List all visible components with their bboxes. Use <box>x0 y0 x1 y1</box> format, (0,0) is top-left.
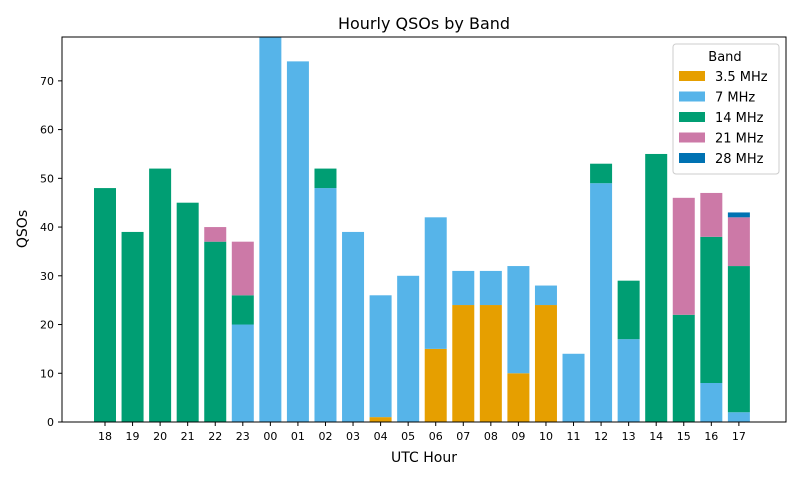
x-tick-label: 17 <box>732 430 746 443</box>
legend-swatch <box>679 71 705 81</box>
bar-23-series-3 <box>231 241 254 296</box>
bar-21-series-2 <box>176 202 199 422</box>
bar-23-series-1 <box>231 324 254 422</box>
bar-06-series-1 <box>424 217 447 349</box>
bar-10-series-1 <box>534 285 557 306</box>
x-axis: 18 19 20 21 22 23 00 01 02 03 04 05 06 07 08 09 10 11 12 13… <box>98 422 746 443</box>
bar-12-series-1 <box>590 183 613 422</box>
bar-13-series-2 <box>617 280 640 340</box>
x-tick-label: 12 <box>594 430 608 443</box>
y-tick-label: 10 <box>40 367 54 380</box>
x-tick-label: 15 <box>677 430 691 443</box>
x-tick-label: 01 <box>291 430 305 443</box>
x-tick-label: 13 <box>622 430 636 443</box>
bar-16-series-2 <box>700 236 723 384</box>
y-tick-label: 0 <box>47 416 54 429</box>
bars-layer <box>94 37 750 422</box>
legend-swatch <box>679 91 705 102</box>
bar-13-series-1 <box>617 339 640 422</box>
legend-label: 14 MHz <box>715 111 764 126</box>
x-axis-label: UTC Hour <box>391 450 457 466</box>
bar-16-series-3 <box>700 192 723 237</box>
bar-10-series-0 <box>534 305 557 422</box>
x-tick-label: 06 <box>429 430 443 443</box>
x-tick-label: 02 <box>318 430 332 443</box>
x-tick-label: 03 <box>346 430 360 443</box>
bar-04-series-1 <box>369 295 392 418</box>
x-tick-label: 11 <box>567 430 581 443</box>
legend-swatch <box>679 132 705 143</box>
bar-22-series-2 <box>204 241 227 422</box>
bar-02-series-2 <box>314 168 337 189</box>
y-axis: 0 10 20 30 40 50 60 70 <box>40 75 62 429</box>
x-tick-label: 22 <box>208 430 222 443</box>
legend-label: 21 MHz <box>715 132 764 147</box>
legend-label: 3.5 MHz <box>715 70 768 85</box>
x-tick-label: 04 <box>374 430 388 443</box>
legend-title: Band <box>708 50 741 65</box>
bar-04-series-0 <box>369 417 392 422</box>
legend-swatch <box>679 153 705 163</box>
bar-20-series-2 <box>149 168 172 422</box>
bar-12-series-2 <box>590 163 613 184</box>
bar-09-series-1 <box>507 266 530 374</box>
y-tick-label: 60 <box>40 124 54 137</box>
bar-23-series-2 <box>231 295 254 325</box>
x-tick-label: 07 <box>456 430 470 443</box>
bar-01-series-1 <box>286 61 309 422</box>
y-tick-label: 50 <box>40 172 54 185</box>
bar-08-series-1 <box>479 270 502 306</box>
bar-22-series-3 <box>204 227 227 242</box>
bar-14-series-2 <box>645 153 668 422</box>
legend-label: 7 MHz <box>715 91 755 106</box>
bar-03-series-1 <box>342 231 365 422</box>
bar-00-series-1 <box>259 37 282 422</box>
x-tick-label: 09 <box>511 430 525 443</box>
bar-08-series-0 <box>479 305 502 422</box>
x-tick-label: 14 <box>649 430 663 443</box>
plot-frame <box>61 36 787 423</box>
x-tick-label: 00 <box>263 430 277 443</box>
x-tick-label: 16 <box>704 430 718 443</box>
bar-18-series-2 <box>94 188 116 422</box>
x-tick-label: 21 <box>181 430 195 443</box>
x-tick-label: 08 <box>484 430 498 443</box>
x-tick-label: 19 <box>126 430 140 443</box>
y-tick-label: 70 <box>40 75 54 88</box>
bar-17-series-3 <box>727 217 750 267</box>
bar-17-series-4 <box>727 212 750 218</box>
legend-swatch <box>679 112 705 122</box>
legend-label: 28 MHz <box>715 152 764 167</box>
bar-16-series-1 <box>700 383 723 422</box>
legend: Band 3.5 MHz 7 MHz 14 MHz 21 MHz 28 MHz <box>672 43 780 175</box>
bar-07-series-1 <box>452 270 475 306</box>
y-tick-label: 30 <box>40 270 54 283</box>
bar-09-series-0 <box>507 373 530 422</box>
chart-title: Hourly QSOs by Band <box>338 14 510 33</box>
y-tick-label: 20 <box>40 319 54 332</box>
y-tick-label: 40 <box>40 221 54 234</box>
bar-02-series-1 <box>314 188 337 422</box>
bar-15-series-2 <box>672 314 695 422</box>
x-tick-label: 10 <box>539 430 553 443</box>
y-axis-label: QSOs <box>15 210 31 248</box>
legend-items: 3.5 MHz 7 MHz 14 MHz 21 MHz 28 MHz <box>679 70 768 167</box>
bar-11-series-1 <box>562 353 585 422</box>
bar-07-series-0 <box>452 305 475 422</box>
x-tick-label: 18 <box>98 430 112 443</box>
x-tick-label: 23 <box>236 430 250 443</box>
bar-15-series-3 <box>672 197 695 315</box>
bar-17-series-2 <box>727 266 750 413</box>
bar-06-series-0 <box>424 348 447 422</box>
bar-17-series-1 <box>727 412 750 422</box>
bar-05-series-1 <box>397 275 420 422</box>
bar-19-series-2 <box>121 231 144 422</box>
x-tick-label: 20 <box>153 430 167 443</box>
x-tick-label: 05 <box>401 430 415 443</box>
